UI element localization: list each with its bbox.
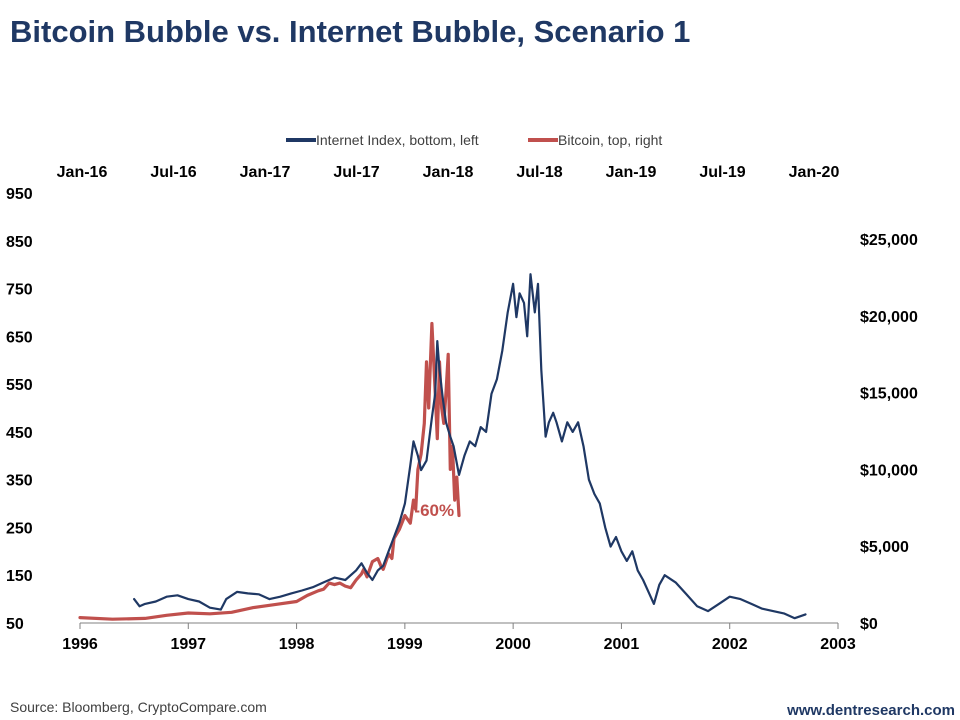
chart-title: Bitcoin Bubble vs. Internet Bubble, Scen…: [10, 14, 690, 49]
y-right-tick-label: $5,000: [860, 539, 909, 556]
y-axis-left: 50 150 250 350 450 550 650 750 850 950: [6, 186, 33, 633]
x-bottom-tick-label: 2000: [495, 636, 531, 653]
x-top-tick-label: Jan-20: [789, 164, 840, 181]
x-bottom-tick-label: 1997: [170, 636, 206, 653]
x-bottom-tick-label: 1998: [279, 636, 315, 653]
x-bottom-tick-label: 2003: [820, 636, 856, 653]
internet-index-line: [133, 273, 807, 620]
source-note: Source: Bloomberg, CryptoCompare.com: [10, 699, 267, 715]
y-left-tick-label: 350: [6, 473, 33, 490]
x-top-tick-label: Jan-17: [240, 164, 291, 181]
x-bottom-tick-label: 2001: [604, 636, 640, 653]
x-top-tick-label: Jan-16: [57, 164, 108, 181]
y-left-tick-label: 650: [6, 329, 33, 346]
y-left-tick-label: 150: [6, 568, 33, 585]
y-right-tick-label: $10,000: [860, 462, 918, 479]
bitcoin-line: [78, 321, 461, 621]
y-left-tick-label: 450: [6, 425, 33, 442]
plot-area: [78, 273, 807, 621]
y-left-tick-label: 950: [6, 186, 33, 203]
x-top-tick-label: Jan-18: [423, 164, 474, 181]
x-bottom-tick-label: 2002: [712, 636, 748, 653]
y-left-tick-label: 250: [6, 520, 33, 537]
legend-label-bitcoin: Bitcoin, top, right: [558, 132, 662, 148]
x-top-tick-label: Jul-17: [333, 164, 379, 181]
annotation-minus-60: -60%: [414, 501, 454, 520]
x-bottom-tick-label: 1996: [62, 636, 98, 653]
legend: Internet Index, bottom, left Bitcoin, to…: [286, 132, 662, 148]
legend-label-internet: Internet Index, bottom, left: [316, 132, 479, 148]
y-right-tick-label: $25,000: [860, 232, 918, 249]
y-left-tick-label: 550: [6, 377, 33, 394]
y-left-tick-label: 850: [6, 234, 33, 251]
y-right-tick-label: $20,000: [860, 309, 918, 326]
x-top-tick-label: Jan-19: [606, 164, 657, 181]
x-top-tick-label: Jul-18: [516, 164, 562, 181]
y-right-tick-label: $15,000: [860, 386, 918, 403]
y-left-tick-label: 50: [6, 616, 24, 633]
x-axis-bottom: 1996 1997 1998 1999 2000 2001 2002 2003: [62, 622, 856, 653]
x-top-tick-label: Jul-19: [699, 164, 745, 181]
y-left-tick-label: 750: [6, 282, 33, 299]
website-label: www.dentresearch.com: [786, 702, 955, 719]
y-right-tick-label: $0: [860, 616, 878, 633]
x-bottom-tick-label: 1999: [387, 636, 423, 653]
x-axis-top: Jan-16 Jul-16 Jan-17 Jul-17 Jan-18 Jul-18 Jan-…: [57, 164, 840, 181]
x-top-tick-label: Jul-16: [150, 164, 196, 181]
y-axis-right: $0 $5,000 $10,000 $15,000 $20,000 $25,000: [860, 232, 918, 633]
